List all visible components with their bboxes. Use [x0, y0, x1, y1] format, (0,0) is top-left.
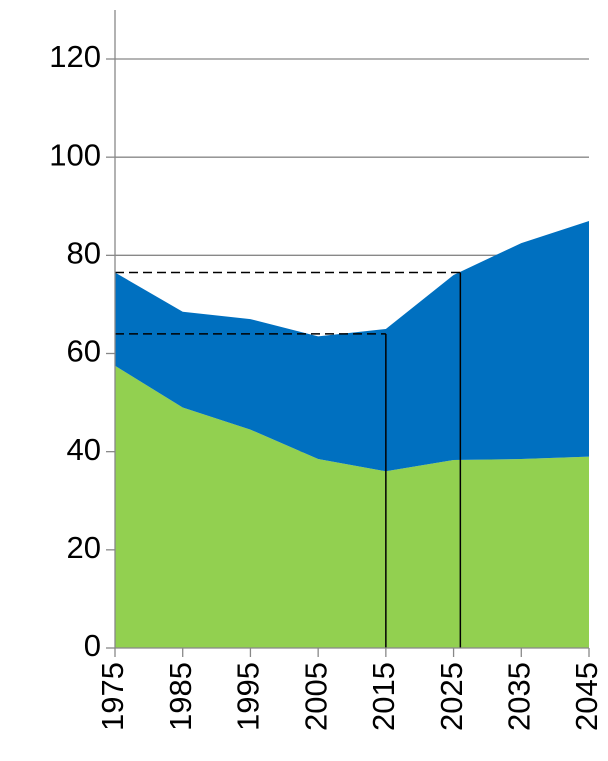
x-tick-label: 1985 [163, 662, 198, 731]
area [115, 220, 589, 472]
y-tick-label: 100 [49, 137, 101, 172]
x-tick-label: 2035 [501, 662, 536, 731]
y-tick-label: 80 [67, 236, 101, 271]
y-tick-label: 0 [84, 628, 101, 663]
x-tick-label: 1995 [231, 662, 266, 731]
y-tick-label: 120 [49, 39, 101, 74]
x-tick-label: 1975 [95, 662, 130, 731]
x-tick-label: 2025 [434, 662, 469, 731]
y-tick-label: 40 [67, 432, 101, 467]
x-tick-label: 2005 [298, 662, 333, 731]
y-tick-label: 60 [67, 334, 101, 369]
area [115, 365, 589, 648]
y-tick-label: 20 [67, 530, 101, 565]
x-tick-label: 2015 [366, 662, 401, 731]
x-tick-label: 2045 [569, 662, 604, 731]
